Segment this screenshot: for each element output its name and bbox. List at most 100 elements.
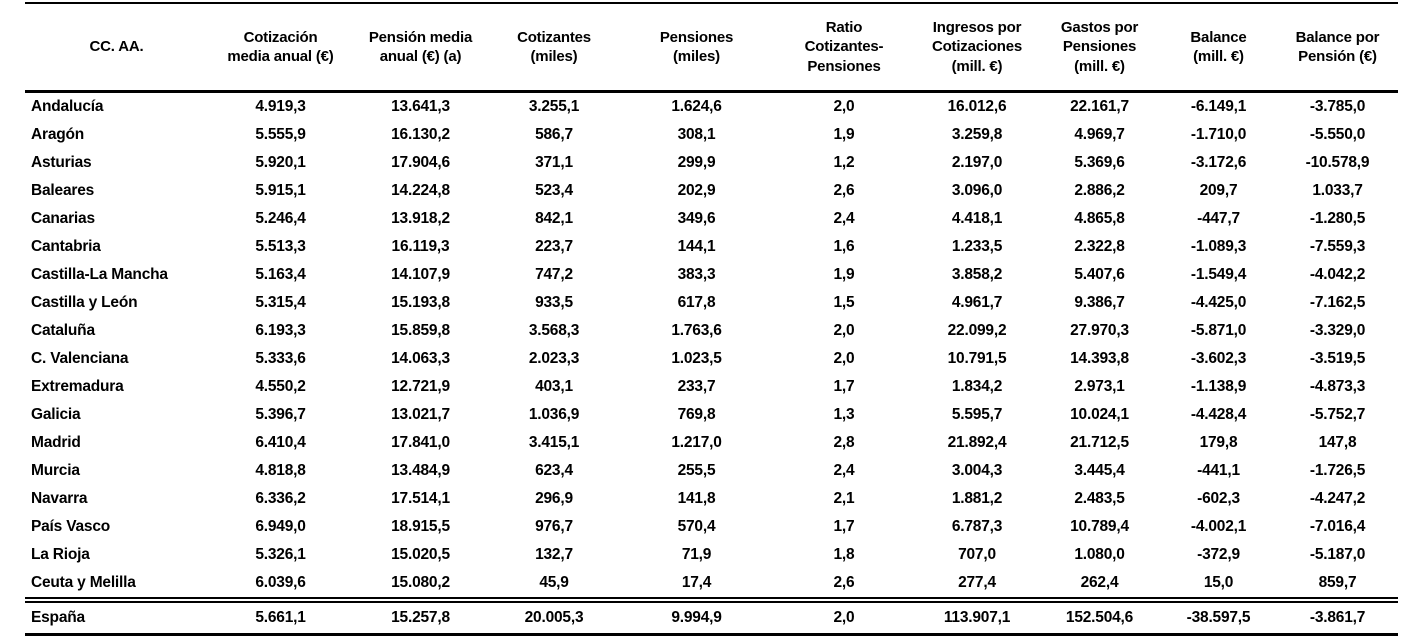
value-cell: 2.197,0 <box>951 154 1003 171</box>
value-cell: 403,1 <box>535 378 573 395</box>
value-cell: 4.418,1 <box>951 210 1003 227</box>
value-cell: 1.036,9 <box>528 406 580 423</box>
value-cell: -4.873,3 <box>1309 378 1366 395</box>
value-cell: 12.721,9 <box>391 378 450 395</box>
value-cell: 2,0 <box>773 597 915 636</box>
value-cell: 5.595,7 <box>951 406 1003 423</box>
value-cell: 1.881,2 <box>951 490 1003 507</box>
value-cell: -3.519,5 <box>1309 350 1366 367</box>
value-cell: 262,4 <box>1080 574 1119 591</box>
value-cell: 20.005,3 <box>488 597 620 636</box>
value-cell: 22.161,7 <box>1070 98 1129 115</box>
value-cell: -1.726,5 <box>1309 462 1366 479</box>
value-cell: 15.080,2 <box>391 574 450 591</box>
value-cell: -447,7 <box>1197 210 1240 227</box>
value-cell: 277,4 <box>958 574 996 591</box>
value-cell: 3.445,4 <box>1074 462 1125 479</box>
value-cell: 296,9 <box>535 490 573 507</box>
table-row: Andalucía 4.919,3 13.641,3 3.255,1 1.624,6 2,… <box>25 92 1398 122</box>
region-name-cell: Cataluña <box>31 322 95 339</box>
value-cell: 4.550,2 <box>255 378 306 395</box>
value-cell: -5.187,0 <box>1309 546 1366 563</box>
value-cell: 2,4 <box>833 462 855 479</box>
column-header: Gastos por Pensiones (mill. €) <box>1039 3 1160 93</box>
value-cell: 371,1 <box>535 154 573 171</box>
value-cell: 4.818,8 <box>255 462 306 479</box>
region-name-cell: Ceuta y Melilla <box>31 574 136 591</box>
value-cell: -4.425,0 <box>1190 294 1247 311</box>
value-cell: -4.428,4 <box>1190 406 1247 423</box>
column-header: Pensiones (miles) <box>620 3 773 93</box>
value-cell: -5.871,0 <box>1190 322 1247 339</box>
value-cell: 299,9 <box>677 154 716 171</box>
value-cell: 27.970,3 <box>1070 322 1129 339</box>
table-body: Andalucía 4.919,3 13.641,3 3.255,1 1.624,6 2,… <box>25 92 1398 636</box>
value-cell: 152.504,6 <box>1039 597 1160 636</box>
value-cell: 5.396,7 <box>255 406 306 423</box>
value-cell: 1.033,7 <box>1312 182 1363 199</box>
value-cell: -7.162,5 <box>1309 294 1366 311</box>
value-cell: 15.020,5 <box>391 546 450 563</box>
value-cell: -1.280,5 <box>1309 210 1366 227</box>
value-cell: 4.919,3 <box>255 98 306 115</box>
value-cell: 5.407,6 <box>1074 266 1125 283</box>
region-name-cell: Extremadura <box>31 378 124 395</box>
value-cell: 45,9 <box>539 574 569 591</box>
column-header: Ingresos por Cotizaciones (mill. €) <box>915 3 1039 93</box>
value-cell: 6.949,0 <box>255 518 306 535</box>
value-cell: 1.624,6 <box>671 98 722 115</box>
region-name-cell: C. Valenciana <box>31 350 129 367</box>
table-row: La Rioja 5.326,1 15.020,5 132,7 71,9 1,8 707,0… <box>25 541 1398 569</box>
value-cell: -4.042,2 <box>1309 266 1366 283</box>
value-cell: 2,1 <box>833 490 855 507</box>
value-cell: 6.336,2 <box>255 490 306 507</box>
value-cell: 1.217,0 <box>671 434 722 451</box>
value-cell: 15,0 <box>1203 574 1234 591</box>
value-cell: 3.259,8 <box>951 126 1003 143</box>
value-cell: 2.322,8 <box>1074 238 1125 255</box>
value-cell: 349,6 <box>677 210 716 227</box>
value-cell: 1,6 <box>833 238 855 255</box>
value-cell: 747,2 <box>535 266 573 283</box>
value-cell: 6.193,3 <box>255 322 306 339</box>
value-cell: -10.578,9 <box>1305 154 1370 171</box>
value-cell: 10.024,1 <box>1070 406 1129 423</box>
value-cell: -3.785,0 <box>1309 98 1366 115</box>
value-cell: 16.119,3 <box>391 238 450 255</box>
value-cell: 3.858,2 <box>951 266 1003 283</box>
value-cell: 5.246,4 <box>255 210 306 227</box>
region-name-cell: Castilla-La Mancha <box>31 266 168 283</box>
value-cell: -7.559,3 <box>1309 238 1366 255</box>
value-cell: 5.555,9 <box>255 126 306 143</box>
region-name-cell: Castilla y León <box>31 294 138 311</box>
region-name-cell: Madrid <box>31 434 81 451</box>
value-cell: 586,7 <box>535 126 573 143</box>
value-cell: -1.138,9 <box>1190 378 1247 395</box>
value-cell: 523,4 <box>535 182 573 199</box>
table-row: Madrid 6.410,4 17.841,0 3.415,1 1.217,0 2,8 21… <box>25 429 1398 457</box>
table-row: Cataluña 6.193,3 15.859,8 3.568,3 1.763,6 2,0… <box>25 317 1398 345</box>
table-row: Baleares 5.915,1 14.224,8 523,4 202,9 2,6 3.09… <box>25 177 1398 205</box>
value-cell: 13.918,2 <box>391 210 450 227</box>
table-row: Navarra 6.336,2 17.514,1 296,9 141,8 2,1 1.881… <box>25 485 1398 513</box>
regional-pension-balance-table: CC. AA. Cotización media anual (€) Pensión… <box>25 2 1398 636</box>
value-cell: 1,2 <box>833 154 855 171</box>
value-cell: 9.994,9 <box>620 597 773 636</box>
column-header: CC. AA. <box>25 3 208 93</box>
value-cell: 623,4 <box>535 462 573 479</box>
value-cell: 1,7 <box>833 378 855 395</box>
value-cell: 14.393,8 <box>1070 350 1129 367</box>
table-row: C. Valenciana 5.333,6 14.063,3 2.023,3 1.023… <box>25 345 1398 373</box>
value-cell: 147,8 <box>1318 434 1357 451</box>
value-cell: 1.080,0 <box>1074 546 1125 563</box>
value-cell: -6.149,1 <box>1190 98 1247 115</box>
value-cell: 933,5 <box>535 294 573 311</box>
value-cell: 769,8 <box>677 406 716 423</box>
table-row: Cantabria 5.513,3 16.119,3 223,7 144,1 1,6 1.2… <box>25 233 1398 261</box>
value-cell: 1.233,5 <box>951 238 1003 255</box>
value-cell: 21.892,4 <box>947 434 1007 451</box>
region-name-cell: España <box>25 597 208 636</box>
value-cell: 5.920,1 <box>255 154 306 171</box>
value-cell: 2,0 <box>833 98 855 115</box>
table-row: Ceuta y Melilla 6.039,6 15.080,2 45,9 17,4 2,… <box>25 569 1398 600</box>
